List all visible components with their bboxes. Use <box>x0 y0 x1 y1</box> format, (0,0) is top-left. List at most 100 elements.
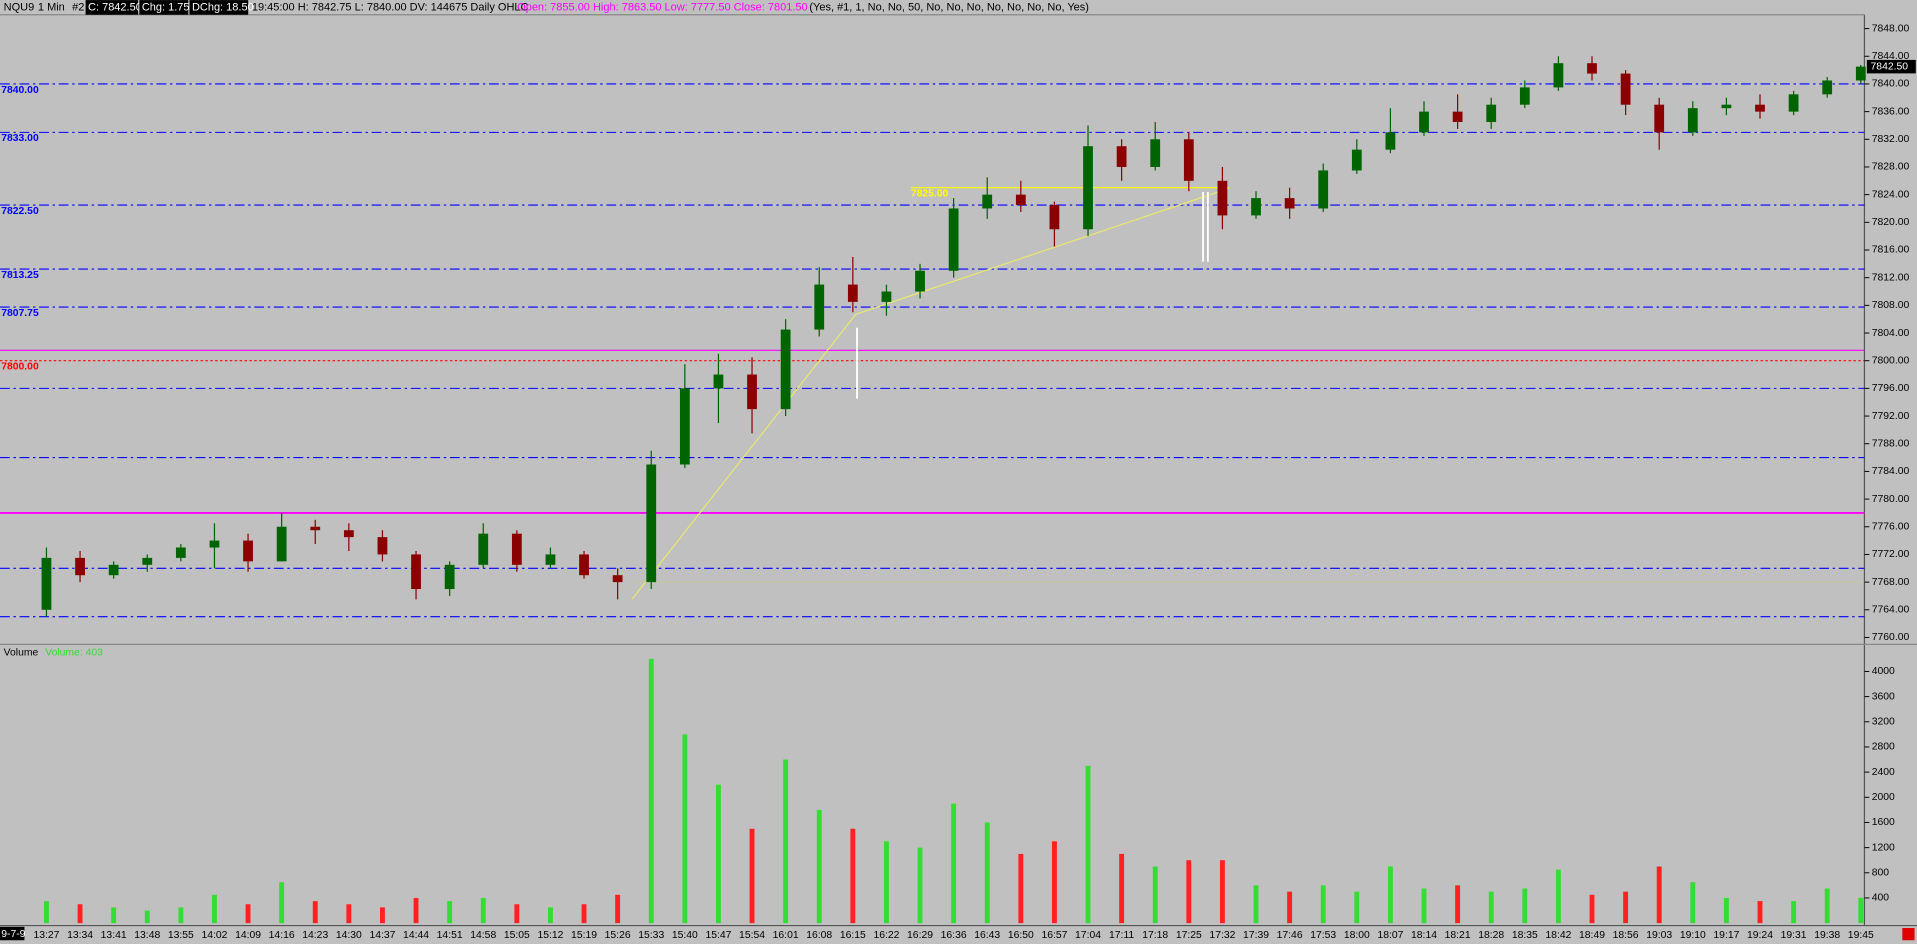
chg-text: Chg: 1.75 <box>142 1 190 13</box>
volume-bar <box>144 910 150 924</box>
candle-body <box>478 533 489 565</box>
x-tick-label: 17:25 <box>1176 930 1202 941</box>
volume-tick-label: 2800 <box>1872 742 1895 753</box>
volume-bar <box>1858 897 1864 924</box>
x-tick-label: 16:29 <box>907 930 933 941</box>
candle-body <box>579 554 589 576</box>
candle-body <box>243 540 253 562</box>
x-tick-label: 17:53 <box>1310 930 1336 941</box>
x-tick-label: 16:50 <box>1008 930 1034 941</box>
volume-bar <box>1152 866 1158 924</box>
candle-body <box>545 554 556 565</box>
volume-bar <box>783 759 789 924</box>
x-tick-label: 15:40 <box>672 930 698 941</box>
candle-body <box>1788 94 1799 112</box>
x-tick-label: 18:35 <box>1512 930 1538 941</box>
x-tick-label: 17:18 <box>1142 930 1168 941</box>
candle-body <box>175 547 186 558</box>
candle-body <box>814 284 825 330</box>
volume-bar <box>1791 901 1797 924</box>
volume-bar <box>1455 885 1461 924</box>
candle-body <box>142 557 153 565</box>
volume-bar <box>850 828 856 924</box>
volume-bar <box>312 901 318 924</box>
x-tick-label: 17:32 <box>1209 930 1235 941</box>
candle-body <box>1486 104 1497 123</box>
volume-bar <box>514 904 520 924</box>
volume-tick-label: 3600 <box>1872 691 1895 702</box>
volume-value: Volume: 403 <box>45 648 103 659</box>
x-tick-label: 13:27 <box>33 930 59 941</box>
dchg-box <box>189 0 249 15</box>
y-tick-label: 7820.00 <box>1872 217 1910 228</box>
candle-body <box>713 374 724 389</box>
candle-body <box>1755 104 1765 112</box>
x-tick-label: 15:19 <box>571 930 597 941</box>
y-tick-label: 7784.00 <box>1872 466 1910 477</box>
candle-body <box>612 575 623 583</box>
volume-tick-label: 4000 <box>1872 666 1895 677</box>
volume-bar <box>447 901 453 924</box>
volume-bar <box>1253 885 1259 924</box>
x-tick-label: 13:34 <box>67 930 93 941</box>
candle-body <box>310 526 321 531</box>
volume-bar <box>1018 853 1024 924</box>
y-tick-label: 7848.00 <box>1872 23 1910 34</box>
volume-bar <box>380 907 385 924</box>
volume-bar <box>77 904 83 924</box>
volume-bar <box>715 784 721 924</box>
candle-body <box>747 374 757 410</box>
candle-body <box>1452 111 1463 123</box>
date-box <box>0 926 25 941</box>
candle-body <box>1251 198 1261 216</box>
x-tick-label: 18:42 <box>1545 930 1571 941</box>
x-tick-label: 14:09 <box>235 930 261 941</box>
price-level-label: 7840.00 <box>1 85 39 96</box>
candle-body <box>1015 194 1026 206</box>
x-tick-label: 18:49 <box>1579 930 1605 941</box>
x-tick-label: 18:07 <box>1377 930 1403 941</box>
candle-body <box>1822 80 1833 95</box>
date-label: 9-7-9 <box>1 929 25 940</box>
x-tick-label: 17:11 <box>1109 930 1134 941</box>
header: NQU9 1 Min #2 C: 7842.50 Chg: 1.75 DChg:… <box>4 0 1089 15</box>
volume-tick-label: 2000 <box>1872 792 1895 803</box>
candle-body <box>1855 66 1866 81</box>
volume-bar <box>1623 891 1629 924</box>
x-tick-label: 17:46 <box>1277 930 1303 941</box>
candle-body <box>411 554 421 590</box>
candle-body <box>1150 139 1161 167</box>
x-tick-label: 18:56 <box>1613 930 1639 941</box>
dchg-text: DChg: 18.50 <box>192 1 254 13</box>
volume-bar <box>749 828 755 924</box>
candle-body <box>1083 146 1093 230</box>
x-tick-label: 19:10 <box>1680 930 1706 941</box>
y-tick-label: 7760.00 <box>1872 632 1910 643</box>
x-tick-label: 16:15 <box>840 930 866 941</box>
y-tick-label: 7788.00 <box>1872 438 1910 449</box>
last-price-box <box>1866 59 1916 74</box>
y-tick-label: 7796.00 <box>1872 383 1910 394</box>
volume-bar <box>581 904 587 924</box>
candle-body <box>915 270 925 292</box>
bar-info: 19:45:00 H: 7842.75 L: 7840.00 DV: 14467… <box>252 1 529 13</box>
volume-bar <box>816 809 822 924</box>
candle-body <box>1318 170 1329 209</box>
levels: 7840.00 7833.00 7822.50 7813.25 7807.75 7800.… <box>0 83 1865 618</box>
y-tick-label: 7828.00 <box>1872 162 1910 173</box>
volume-bar <box>1589 894 1595 924</box>
y-tick-label: 7804.00 <box>1872 328 1910 339</box>
candle-body <box>1620 73 1631 105</box>
volume-bar <box>1387 866 1393 924</box>
y-tick-label: 7840.00 <box>1872 79 1910 90</box>
annotation-label: 7825.00 <box>911 189 949 200</box>
candle-body <box>780 329 791 410</box>
volume-tick-label: 3200 <box>1872 717 1895 728</box>
volume-bar <box>984 822 990 924</box>
close-box <box>85 0 139 15</box>
candle-body <box>276 526 287 562</box>
y-tick-label: 7792.00 <box>1872 411 1910 422</box>
candle-body <box>75 557 85 576</box>
symbol: NQU9 <box>4 1 35 13</box>
